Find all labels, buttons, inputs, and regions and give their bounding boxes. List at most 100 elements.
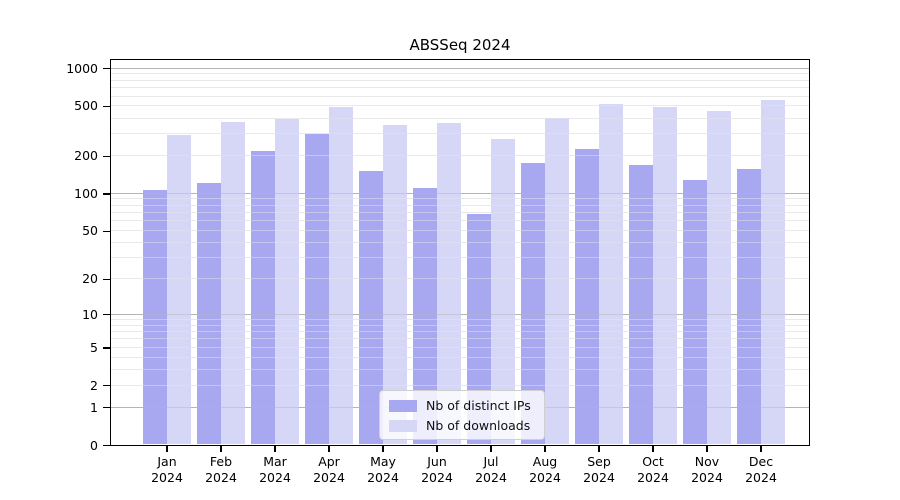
legend: Nb of distinct IPs Nb of downloads (379, 390, 545, 440)
x-tick-nov (706, 446, 708, 452)
bar-distinct-ips-sep (574, 149, 599, 444)
x-tick-jan (166, 446, 168, 452)
gridline-500 (111, 105, 809, 107)
gridline-600 (111, 95, 809, 97)
bar-distinct-ips-may (358, 170, 383, 444)
x-tick-apr (328, 446, 330, 452)
gridline-2 (111, 384, 809, 386)
x-tick-label-oct: Oct 2024 (637, 454, 669, 485)
chart-title: ABSSeq 2024 (409, 36, 511, 54)
x-tick-label-jun: Jun 2024 (421, 454, 453, 485)
gridline-900 (111, 73, 809, 75)
gridline-300 (111, 133, 809, 135)
gridline-50 (111, 230, 809, 231)
bar-distinct-ips-nov (682, 180, 707, 444)
bar-downloads-mar (274, 118, 299, 444)
x-tick-label-apr: Apr 2024 (313, 454, 345, 485)
gridline-6 (111, 338, 809, 340)
gridline-200 (111, 155, 809, 157)
bar-downloads-jan (166, 134, 191, 444)
bar-distinct-ips-feb (196, 183, 221, 444)
bar-downloads-apr (328, 106, 353, 444)
bar-downloads-oct (652, 106, 677, 444)
x-tick-dec (760, 446, 762, 452)
y-tick-label-50: 50 (82, 223, 98, 238)
x-tick-jul (490, 446, 492, 452)
gridline-70 (111, 212, 809, 213)
y-tick-1000 (103, 68, 110, 70)
legend-swatch-distinct-ips (389, 399, 417, 412)
x-tick-label-aug: Aug 2024 (529, 454, 561, 485)
y-tick-label-1: 1 (90, 399, 98, 415)
bar-distinct-ips-mar (250, 151, 275, 444)
y-tick-label-10: 10 (82, 306, 98, 322)
y-tick-label-20: 20 (82, 271, 98, 287)
gridline-40 (111, 241, 809, 243)
gridline-5 (111, 346, 809, 348)
x-tick-label-nov: Nov 2024 (691, 454, 723, 485)
legend-swatch-downloads (389, 419, 417, 432)
y-tick-1 (103, 407, 110, 409)
x-tick-label-dec: Dec 2024 (745, 454, 777, 485)
x-tick-may (382, 446, 384, 452)
y-tick-500 (103, 105, 110, 108)
legend-label-downloads: Nb of downloads (426, 418, 531, 433)
y-tick-label-1000: 1000 (66, 60, 98, 76)
y-tick-label-5: 5 (90, 339, 98, 355)
gridline-8 (111, 324, 809, 326)
gridline-1000 (111, 67, 809, 69)
y-tick-20 (103, 278, 110, 281)
gridlines-overlay-layer (111, 60, 809, 445)
x-tick-label-jan: Jan 2024 (151, 454, 183, 485)
gridline-60 (111, 220, 809, 222)
y-tick-2 (103, 385, 110, 387)
gridline-30 (111, 257, 809, 259)
x-tick-label-mar: Mar 2024 (259, 454, 291, 485)
y-tick-label-100: 100 (74, 185, 98, 201)
gridline-10 (111, 313, 809, 315)
gridline-9 (111, 318, 809, 320)
y-tick-10 (103, 314, 110, 316)
bar-downloads-nov (706, 111, 731, 444)
legend-item-downloads: Nb of downloads (389, 418, 535, 433)
legend-label-distinct-ips: Nb of distinct IPs (426, 398, 531, 413)
gridline-800 (111, 79, 809, 81)
gridline-600 (111, 95, 809, 97)
bar-distinct-ips-dec (736, 169, 761, 444)
y-tick-200 (103, 155, 110, 157)
bar-distinct-ips-apr (304, 133, 329, 444)
bar-distinct-ips-jan (142, 190, 167, 444)
gridline-20 (111, 278, 809, 280)
gridline-500 (111, 105, 809, 107)
bar-downloads-aug (544, 117, 569, 444)
gridline-7 (111, 331, 809, 333)
y-tick-label-2: 2 (90, 377, 98, 393)
y-tick-50 (103, 230, 110, 232)
x-tick-mar (274, 446, 276, 452)
x-tick-jun (436, 446, 438, 452)
gridline-3 (111, 368, 809, 370)
y-tick-0 (103, 445, 110, 447)
x-tick-oct (652, 446, 654, 452)
plot-area: Nb of distinct IPs Nb of downloads (110, 59, 810, 446)
x-tick-label-sep: Sep 2024 (583, 454, 615, 485)
bar-distinct-ips-oct (628, 165, 653, 444)
gridline-700 (111, 87, 809, 89)
y-tick-5 (103, 347, 110, 349)
y-tick-label-200: 200 (74, 148, 98, 164)
x-tick-sep (598, 446, 600, 452)
gridline-80 (111, 204, 809, 206)
y-tick-100 (103, 193, 110, 195)
gridline-400 (111, 117, 809, 119)
x-tick-label-jul: Jul 2024 (475, 454, 507, 485)
legend-item-distinct-ips: Nb of distinct IPs (389, 398, 535, 413)
bar-downloads-feb (220, 121, 245, 444)
bar-downloads-dec (760, 100, 785, 444)
gridline-100 (111, 192, 809, 194)
gridline-90 (111, 198, 809, 200)
gridline-900 (111, 73, 809, 75)
y-tick-label-500: 500 (74, 98, 98, 114)
bar-downloads-sep (598, 103, 623, 444)
x-tick-label-may: May 2024 (367, 454, 399, 485)
